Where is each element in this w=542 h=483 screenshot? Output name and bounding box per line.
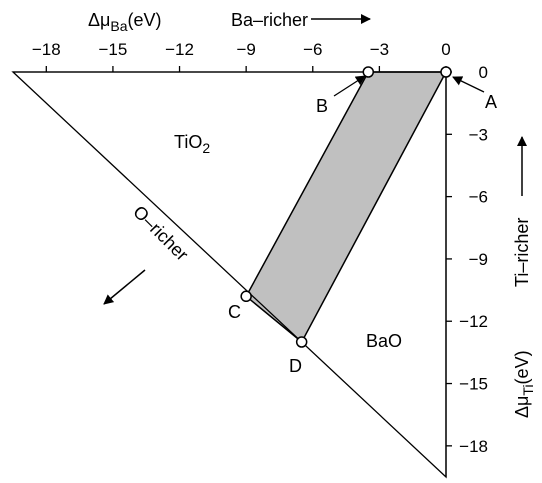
- y-axis-title: ΔμTi(eV): [512, 350, 536, 418]
- y-tick-label: −3: [469, 125, 488, 144]
- y-direction-label: Ti–richer: [512, 218, 532, 287]
- x-tick-label: 0: [441, 40, 450, 59]
- point-a-label: A: [485, 92, 497, 112]
- point-b-marker: [362, 66, 375, 78]
- point-b-callout-arrow: [333, 75, 366, 97]
- tio2-subscript: 2: [202, 140, 210, 156]
- x-axis-ticks: −18 −15 −12 −9 −6 −3 0: [32, 40, 451, 72]
- x-tick-label: −6: [303, 40, 322, 59]
- x-axis-title-unit: (eV): [128, 10, 162, 30]
- x-tick-label: −3: [370, 40, 389, 59]
- point-a-callout-arrow: [452, 76, 485, 93]
- y-tick-label: −9: [469, 250, 488, 269]
- y-axis-title-subscript: Ti: [520, 384, 536, 395]
- point-c-label: C: [228, 302, 241, 322]
- x-tick-label: −18: [32, 40, 61, 59]
- point-d-marker: [295, 336, 308, 348]
- stable-region: [245, 71, 448, 344]
- y-tick-label: −15: [459, 375, 488, 394]
- region-vertices: [240, 66, 452, 348]
- point-c-marker: [240, 290, 252, 303]
- y-axis-title-symbol: Δμ: [512, 396, 532, 418]
- point-d-label: D: [289, 356, 302, 376]
- o-richer-arrow: [103, 269, 146, 305]
- tio2-text: TiO: [174, 132, 202, 152]
- bao-region-label: BaO: [366, 331, 402, 351]
- x-tick-label: −9: [236, 40, 255, 59]
- y-axis-title-unit: (eV): [512, 350, 532, 384]
- y-tick-label: −12: [459, 312, 488, 331]
- point-b-label: B: [316, 96, 328, 116]
- tio2-region-label: TiO2: [174, 132, 210, 156]
- x-axis-title-symbol: Δμ: [88, 10, 110, 30]
- x-axis-title-subscript: Ba: [110, 18, 127, 34]
- y-tick-label: −6: [469, 188, 488, 207]
- x-tick-label: −15: [99, 40, 128, 59]
- point-a-marker: [440, 66, 452, 78]
- x-direction-label: Ba–richer: [231, 10, 308, 30]
- y-tick-label: 0: [479, 63, 488, 82]
- o-richer-label: O–richer: [129, 202, 192, 265]
- x-axis-title: ΔμBa(eV): [88, 10, 162, 34]
- x-tick-label: −12: [165, 40, 194, 59]
- y-axis-ticks: 0 −3 −6 −9 −12 −15 −18: [446, 63, 488, 456]
- y-tick-label: −18: [459, 437, 488, 456]
